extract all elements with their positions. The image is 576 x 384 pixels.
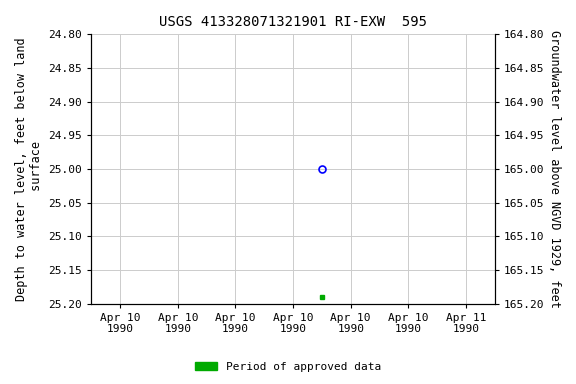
Legend: Period of approved data: Period of approved data xyxy=(191,358,385,377)
Y-axis label: Groundwater level above NGVD 1929, feet: Groundwater level above NGVD 1929, feet xyxy=(548,30,561,308)
Title: USGS 413328071321901 RI-EXW  595: USGS 413328071321901 RI-EXW 595 xyxy=(159,15,427,29)
Y-axis label: Depth to water level, feet below land
 surface: Depth to water level, feet below land su… xyxy=(15,37,43,301)
